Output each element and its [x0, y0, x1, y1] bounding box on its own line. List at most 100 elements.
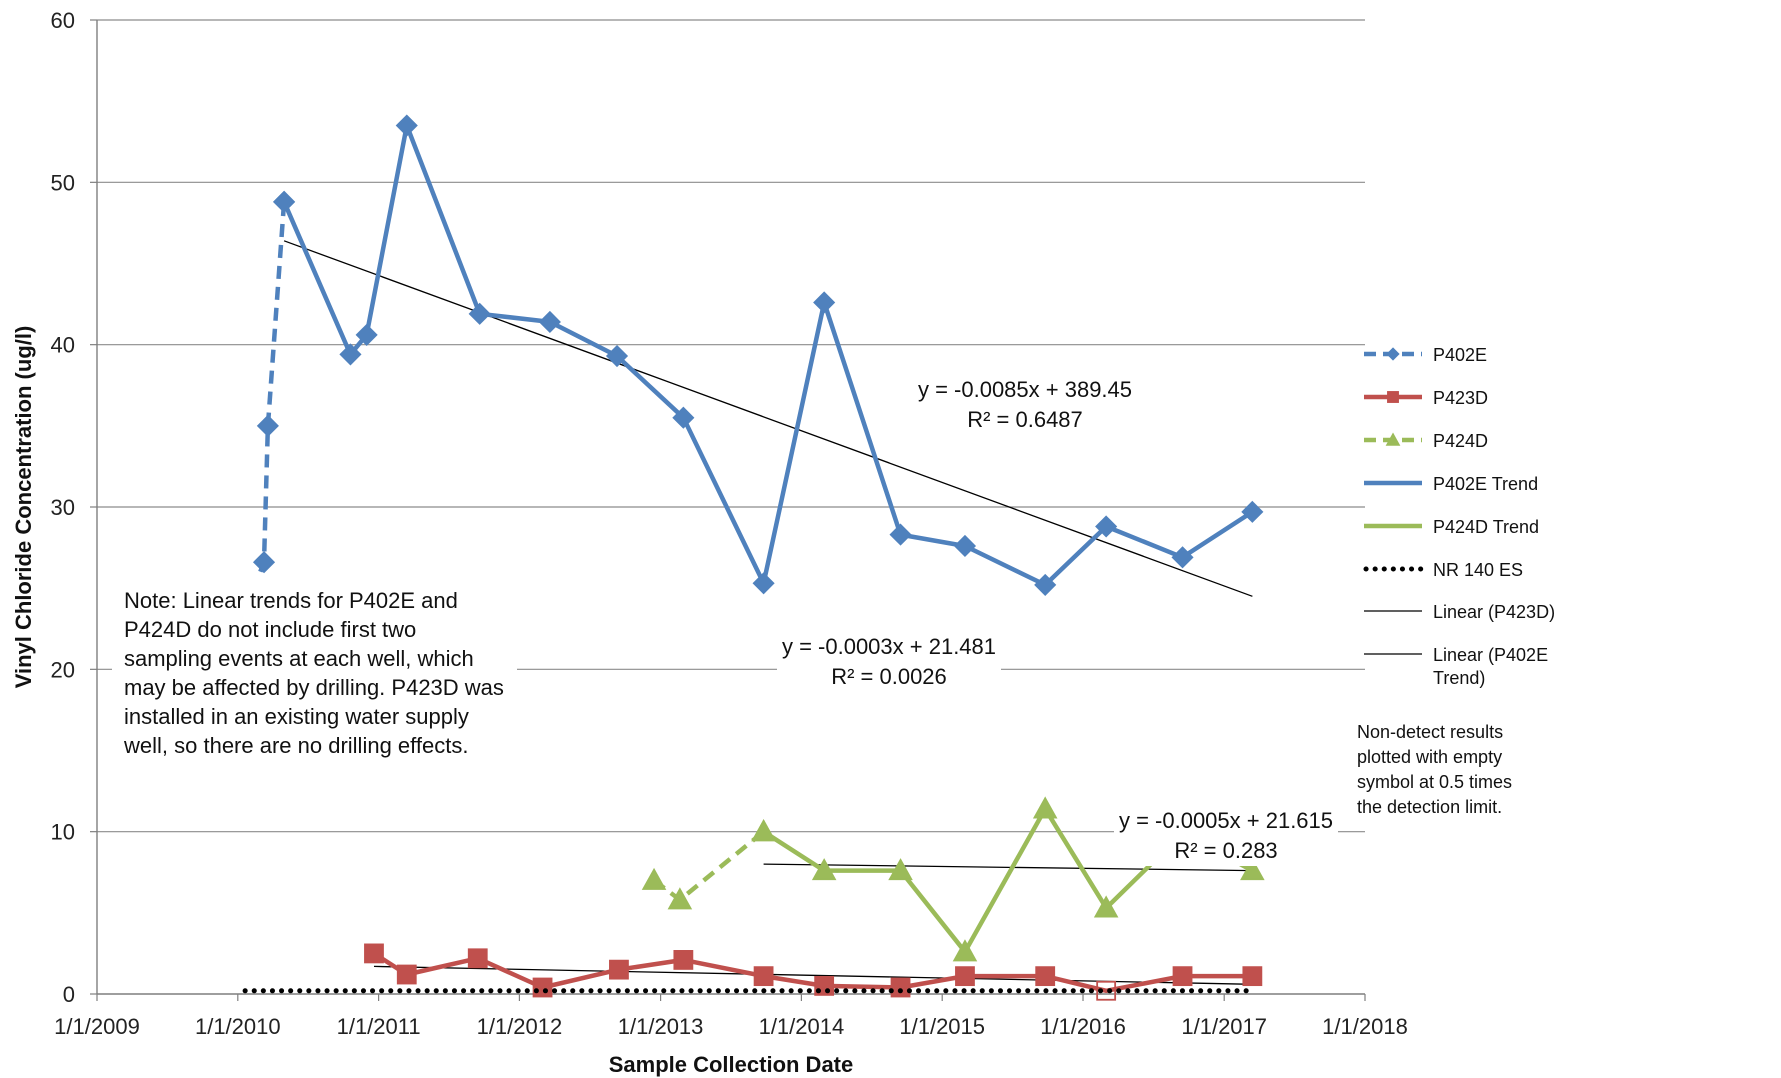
equation-text: y = -0.0085x + 389.45	[918, 377, 1132, 402]
y-tick-label: 40	[51, 333, 75, 358]
data-point-nondetect	[1096, 980, 1117, 1001]
data-point-square	[1035, 966, 1056, 987]
legend-label: P424D Trend	[1433, 517, 1539, 537]
note-line: P424D do not include first two	[124, 617, 416, 642]
x-axis-title: Sample Collection Date	[609, 1052, 854, 1077]
x-tick-label: 1/1/2017	[1181, 1014, 1267, 1039]
data-point-triangle	[667, 887, 693, 910]
y-tick-label: 50	[51, 170, 75, 195]
y-tick-label: 10	[51, 820, 75, 845]
data-point-square	[673, 950, 694, 970]
legend-label: P423D	[1433, 388, 1488, 408]
note-line: installed in an existing water supply	[124, 704, 469, 729]
series-layer	[234, 114, 1265, 1001]
trend-equations: y = -0.0085x + 389.45 R² = 0.6487 y = -0.0…	[777, 371, 1338, 866]
y-tick-label: 30	[51, 495, 75, 520]
data-point-diamond	[468, 302, 491, 325]
x-tick-label: 1/1/2013	[618, 1014, 704, 1039]
data-point-square	[532, 977, 553, 998]
legend-label: NR 140 ES	[1433, 560, 1523, 580]
x-tick-label: 1/1/2016	[1040, 1014, 1126, 1039]
note-line: may be affected by drilling. P423D was	[124, 675, 504, 700]
legend: P402E P423D P424D P402E Trend P424D Trend NR …	[1363, 345, 1555, 688]
legend-marker	[1385, 432, 1401, 446]
data-point-diamond	[953, 534, 977, 558]
data-point-diamond	[813, 291, 836, 314]
data-point-square	[467, 948, 488, 969]
data-point-diamond	[339, 343, 362, 366]
data-point-diamond	[752, 572, 775, 595]
y-tick-label: 60	[51, 8, 75, 33]
data-point-triangle	[1032, 796, 1058, 819]
data-point-diamond	[1034, 573, 1057, 596]
note-line: well, so there are no drilling effects.	[123, 733, 468, 758]
data-point-square	[364, 943, 384, 964]
data-point-diamond	[256, 414, 279, 437]
data-point-diamond	[672, 406, 695, 429]
y-tick-label: 0	[63, 982, 75, 1007]
data-point-diamond	[395, 114, 418, 137]
legend-label: P424D	[1433, 431, 1488, 451]
equation-background	[913, 371, 1137, 435]
legend-marker	[1387, 391, 1399, 403]
legend-label: Linear (P423D)	[1433, 602, 1555, 622]
y-axis-title: Vinyl Chloride Concentration (ug/l)	[11, 326, 36, 689]
legend-label: Linear (P402E	[1433, 645, 1548, 665]
legend-label: P402E Trend	[1433, 474, 1538, 494]
data-point-diamond	[605, 344, 629, 368]
equation-text: y = -0.0003x + 21.481	[782, 634, 996, 659]
data-point-square	[1172, 966, 1193, 987]
data-point-diamond	[252, 551, 276, 574]
p402e-line	[243, 201, 287, 612]
side-note-line: plotted with empty	[1357, 747, 1502, 767]
data-point-square	[396, 964, 417, 985]
data-point-triangle	[641, 867, 667, 890]
y-tick-label: 20	[51, 657, 75, 682]
data-point-square	[1242, 966, 1263, 987]
data-point-triangle	[952, 939, 978, 962]
axes: 0 10 20 30 40 50 60 1/1/2009 1/1/2010 1/1/2011 1/1…	[11, 8, 1408, 1077]
data-point-diamond	[355, 323, 378, 346]
data-point-diamond	[889, 523, 912, 546]
data-point-square	[1387, 391, 1399, 403]
data-point-diamond	[538, 310, 561, 334]
x-tick-label: 1/1/2015	[899, 1014, 985, 1039]
equation-background	[1114, 802, 1338, 866]
legend-marker	[1386, 347, 1400, 361]
data-point-square	[955, 966, 975, 987]
x-tick-label: 1/1/2010	[195, 1014, 281, 1039]
non-detect-note: Non-detect results plotted with empty symb…	[1357, 722, 1512, 817]
note-line: Note: Linear trends for P402E and	[124, 588, 458, 613]
data-point-diamond	[1386, 347, 1400, 361]
data-point-triangle	[888, 858, 913, 881]
note-background	[112, 578, 517, 800]
data-point-triangle	[1240, 858, 1265, 881]
p423d-line	[372, 951, 1253, 994]
equation-text: y = -0.0005x + 21.615	[1119, 808, 1333, 833]
legend-label: P402E	[1433, 345, 1487, 365]
data-point-square	[753, 966, 774, 987]
x-tick-label: 1/1/2014	[759, 1014, 845, 1039]
x-tick-label: 1/1/2011	[337, 1014, 421, 1039]
legend-label: Trend)	[1433, 668, 1485, 688]
data-point-diamond	[273, 190, 296, 213]
x-tick-label: 1/1/2012	[477, 1014, 563, 1039]
data-point-diamond	[1171, 546, 1194, 569]
data-point-triangle	[1093, 895, 1119, 918]
side-note-line: symbol at 0.5 times	[1357, 772, 1512, 792]
data-point-triangle	[751, 819, 776, 842]
r-squared-text: R² = 0.283	[1174, 838, 1277, 863]
data-point-triangle	[811, 858, 837, 881]
r-squared-text: R² = 0.0026	[831, 664, 947, 689]
note-box: Note: Linear trends for P402E and P424D d…	[112, 578, 517, 800]
linear-p402e-trend-line	[283, 240, 1253, 597]
data-point-square	[609, 959, 629, 980]
note-line: sampling events at each well, which	[124, 646, 474, 671]
x-tick-label: 1/1/2009	[54, 1014, 140, 1039]
data-point-triangle	[1385, 432, 1401, 446]
data-point-square	[890, 977, 911, 998]
x-tick-label: 1/1/2018	[1322, 1014, 1408, 1039]
side-note-line: Non-detect results	[1357, 722, 1503, 742]
r-squared-text: R² = 0.6487	[967, 407, 1083, 432]
